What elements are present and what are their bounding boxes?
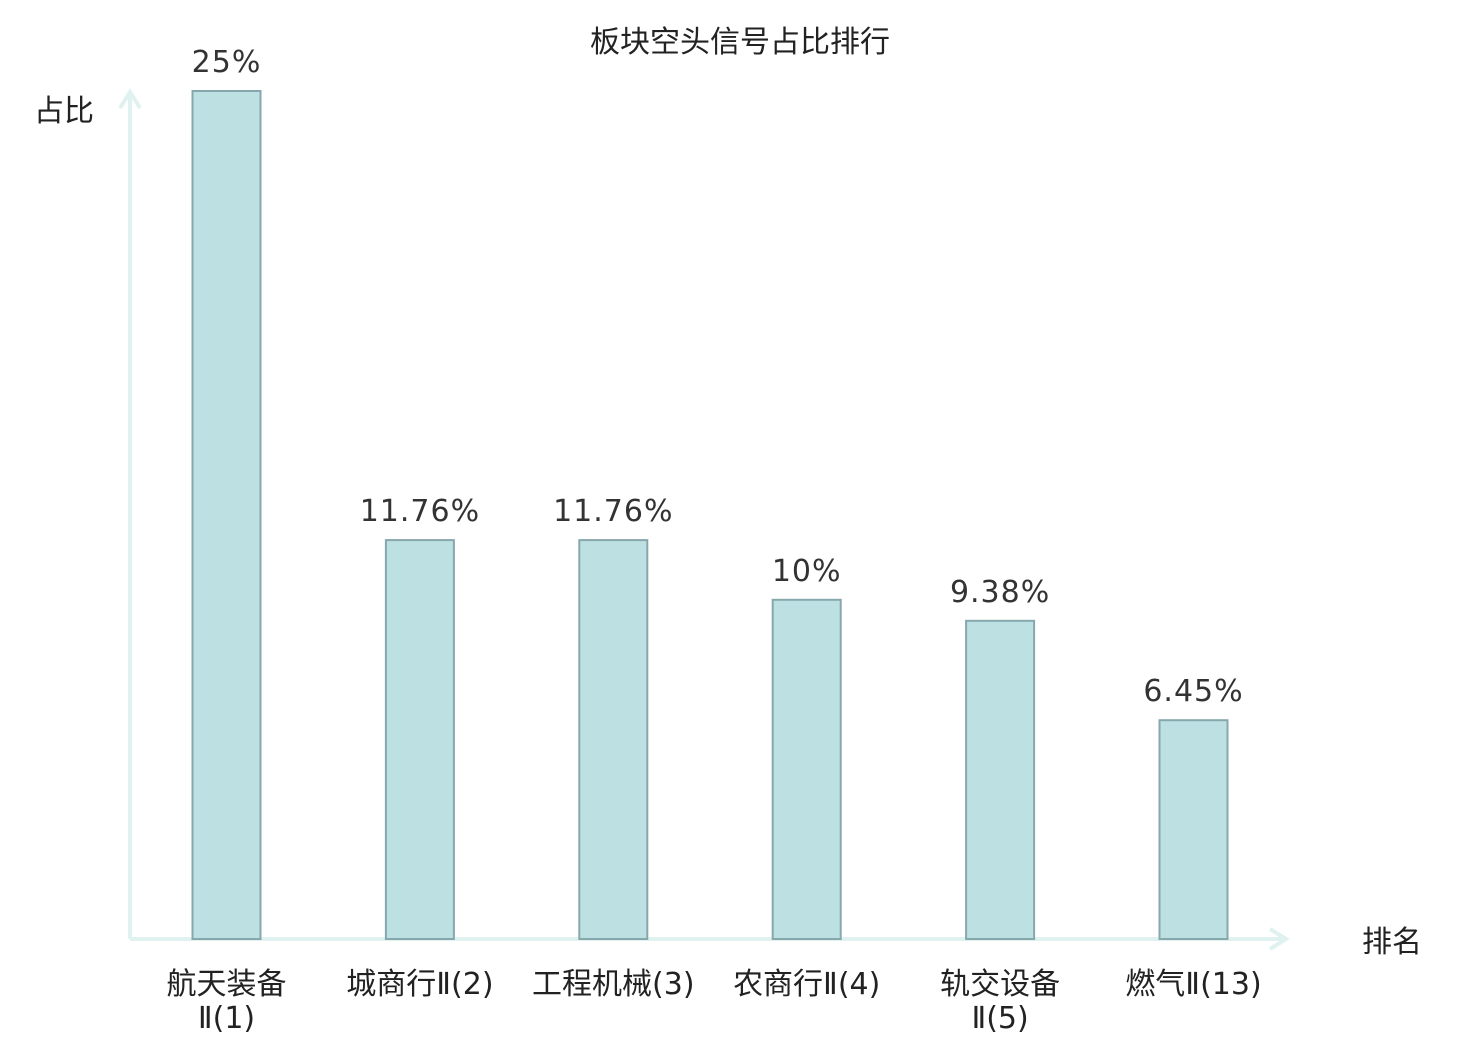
bar-2 xyxy=(384,539,455,940)
bar-1 xyxy=(191,90,262,940)
value-label-5: 9.38% xyxy=(950,575,1050,610)
value-label-2: 11.76% xyxy=(360,494,480,529)
category-label-5-line-2: Ⅱ(5) xyxy=(971,1001,1028,1036)
x-axis-label: 排名 xyxy=(1362,925,1422,960)
category-label-5-line-1: 轨交设备 xyxy=(940,967,1060,1002)
axes xyxy=(118,88,1290,951)
value-label-4: 10% xyxy=(772,554,842,589)
category-label-1-line-1: 航天装备 xyxy=(167,967,287,1002)
bar-6 xyxy=(1158,719,1229,941)
bar-3 xyxy=(578,539,649,940)
category-label-1-line-2: Ⅱ(1) xyxy=(198,1001,255,1036)
category-label-4: 农商行Ⅱ(4) xyxy=(733,967,880,1002)
chart-title: 板块空头信号占比排行 xyxy=(590,25,890,60)
value-label-3: 11.76% xyxy=(553,494,673,529)
value-label-1: 25% xyxy=(192,45,262,80)
category-label-6: 燃气Ⅱ(13) xyxy=(1125,967,1261,1002)
bar-5 xyxy=(965,619,1036,940)
bar-4 xyxy=(771,598,842,940)
y-axis-label: 占比 xyxy=(34,94,94,129)
category-label-2: 城商行Ⅱ(2) xyxy=(346,967,493,1002)
bars-group xyxy=(191,90,1229,941)
y-axis-arrow xyxy=(118,88,142,110)
value-labels-group: 25% 11.76% 11.76% 10% 9.38% 6.45% xyxy=(192,45,1243,709)
x-axis-arrow xyxy=(1268,927,1290,951)
value-label-6: 6.45% xyxy=(1143,674,1243,709)
category-label-3: 工程机械(3) xyxy=(532,967,695,1002)
